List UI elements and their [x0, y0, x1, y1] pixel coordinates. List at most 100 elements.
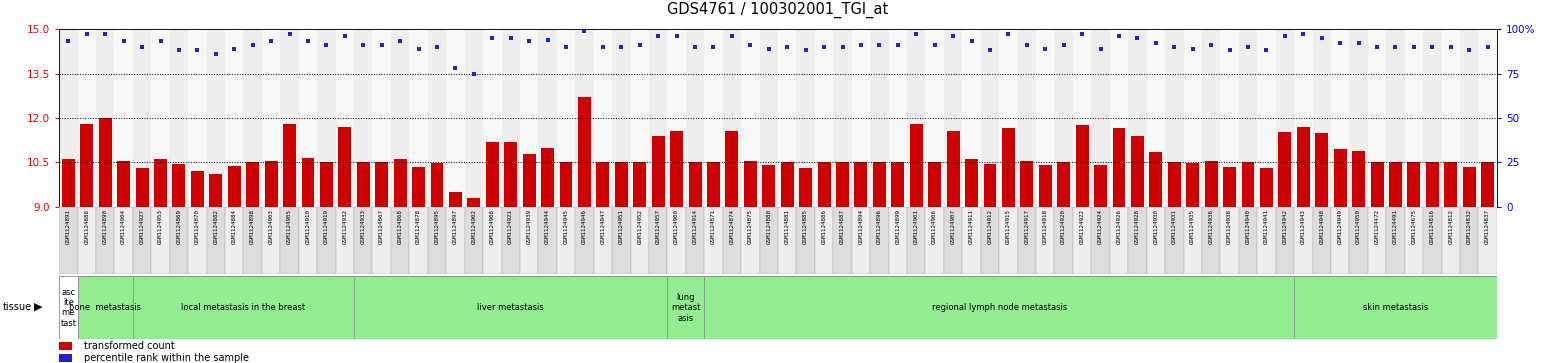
Bar — [115, 29, 132, 207]
Text: GSM1124910: GSM1124910 — [305, 209, 311, 244]
Text: GSM1124911: GSM1124911 — [969, 209, 974, 244]
Bar — [115, 207, 132, 274]
Bar — [504, 142, 517, 207]
Text: GSM1124905: GSM1124905 — [286, 209, 293, 244]
Bar — [1113, 129, 1125, 207]
Bar — [1147, 207, 1165, 274]
Bar — [1091, 207, 1109, 274]
Bar — [778, 29, 797, 207]
Point — [794, 48, 818, 53]
Point — [1327, 40, 1352, 46]
Point — [702, 44, 727, 50]
Point — [333, 33, 358, 39]
Bar — [1239, 29, 1257, 207]
Bar — [722, 207, 741, 274]
Text: GSM1124928: GSM1124928 — [1134, 209, 1141, 244]
Point — [425, 44, 450, 50]
Bar — [836, 163, 850, 207]
Bar — [78, 207, 96, 274]
Bar — [1257, 207, 1276, 274]
Bar — [1386, 207, 1405, 274]
Text: GSM1124881: GSM1124881 — [784, 209, 790, 244]
Text: GSM1124904: GSM1124904 — [121, 209, 126, 244]
Text: GSM1124924: GSM1124924 — [1099, 209, 1103, 244]
Text: GSM1124869: GSM1124869 — [176, 209, 182, 244]
Bar — [594, 29, 612, 207]
Bar — [1074, 29, 1091, 207]
Bar — [1349, 29, 1368, 207]
Text: asc
ite
me
tast: asc ite me tast — [61, 287, 76, 328]
Bar — [576, 29, 594, 207]
Bar — [1201, 207, 1220, 274]
Bar — [1390, 162, 1402, 207]
Bar — [132, 207, 151, 274]
Bar — [1184, 29, 1201, 207]
Bar — [907, 207, 926, 274]
Text: GSM1124930: GSM1124930 — [1153, 209, 1158, 244]
Bar — [482, 29, 501, 207]
Text: regional lymph node metastasis: regional lymph node metastasis — [932, 303, 1067, 312]
Bar — [983, 164, 996, 207]
Text: percentile rank within the sample: percentile rank within the sample — [84, 353, 249, 363]
Bar — [944, 207, 962, 274]
Bar — [1223, 167, 1235, 207]
Bar — [851, 207, 870, 274]
Text: ▶: ▶ — [34, 302, 42, 312]
Bar — [465, 207, 482, 274]
Text: GSM1124906: GSM1124906 — [932, 209, 937, 244]
Bar — [283, 124, 296, 207]
Bar — [59, 354, 72, 362]
Bar — [336, 207, 355, 274]
Text: GSM1124940: GSM1124940 — [1245, 209, 1251, 244]
Point — [1144, 40, 1169, 46]
Text: GSM1124953: GSM1124953 — [159, 209, 163, 244]
Bar — [596, 163, 610, 207]
Bar — [1165, 207, 1184, 274]
Text: GDS4761 / 100302001_TGI_at: GDS4761 / 100302001_TGI_at — [668, 2, 888, 18]
Text: GSM1124945: GSM1124945 — [563, 209, 568, 244]
Bar — [615, 163, 627, 207]
Text: GSM1124816: GSM1124816 — [1430, 209, 1435, 244]
Point — [1456, 48, 1481, 53]
Bar — [1057, 162, 1071, 207]
Bar — [965, 159, 979, 207]
Text: GSM1124894: GSM1124894 — [859, 209, 864, 244]
Text: GSM1124891: GSM1124891 — [65, 209, 72, 244]
Bar — [910, 124, 923, 207]
Bar — [1405, 29, 1424, 207]
Text: GSM1124886: GSM1124886 — [822, 209, 826, 244]
Point — [1235, 44, 1260, 50]
Point — [1181, 46, 1206, 52]
Point — [812, 44, 837, 50]
Bar — [1109, 207, 1128, 274]
Bar — [1169, 162, 1181, 207]
Text: GSM1124914: GSM1124914 — [692, 209, 697, 244]
Bar — [355, 207, 372, 274]
Text: GSM1124935: GSM1124935 — [1190, 209, 1195, 244]
Point — [1254, 48, 1279, 53]
Bar — [815, 29, 834, 207]
Text: liver metastasis: liver metastasis — [478, 303, 545, 312]
Bar — [1279, 132, 1291, 207]
Bar — [1220, 29, 1239, 207]
Text: GSM1124675: GSM1124675 — [1411, 209, 1416, 244]
Bar — [336, 29, 355, 207]
Bar — [851, 29, 870, 207]
Bar — [630, 207, 649, 274]
Bar — [1295, 29, 1313, 207]
Bar — [1075, 125, 1089, 207]
Text: tissue: tissue — [3, 302, 33, 312]
Bar — [299, 29, 317, 207]
Bar — [1333, 149, 1346, 207]
Bar — [261, 29, 280, 207]
Bar — [117, 161, 131, 207]
Text: GSM1124938: GSM1124938 — [1228, 209, 1232, 244]
Bar — [759, 29, 778, 207]
Bar — [1460, 29, 1478, 207]
Text: GSM1124944: GSM1124944 — [545, 209, 551, 244]
Bar — [557, 207, 576, 274]
Bar — [649, 207, 668, 274]
Text: GSM1124900: GSM1124900 — [674, 209, 678, 244]
Bar — [577, 97, 591, 207]
Bar — [1368, 207, 1386, 274]
